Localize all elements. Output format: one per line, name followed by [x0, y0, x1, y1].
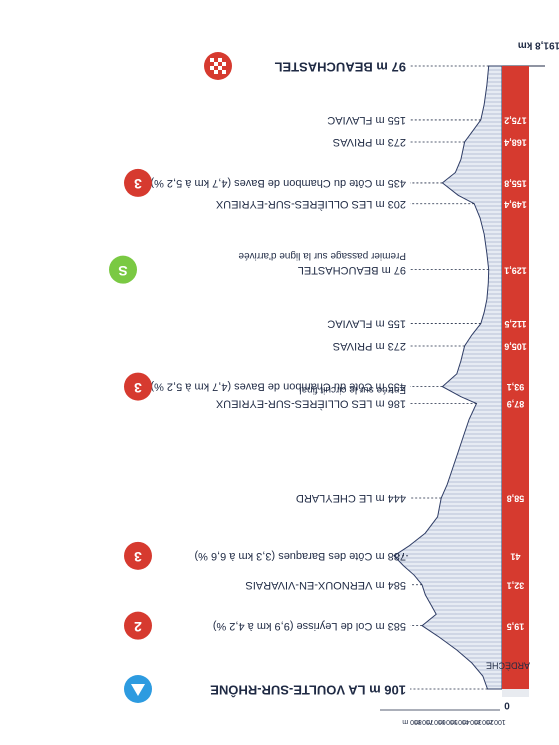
- waypoint-label: 155 m FLAVIAC: [327, 114, 406, 126]
- finish-flag-cell: [218, 58, 222, 62]
- altitude-tick-label: 300 m: [462, 718, 482, 725]
- km-marker: 149,4: [504, 199, 527, 209]
- altitude-tick-label: 700 m: [414, 718, 434, 725]
- waypoint-label: 788 m Côte des Baraques (3,3 km à 6,6 %): [194, 550, 406, 562]
- km-marker: 105,6: [504, 342, 527, 352]
- waypoint-label: 155 m FLAVIAC: [327, 318, 406, 330]
- climb-category-label: 3: [134, 176, 142, 192]
- finish-flag-cell: [214, 70, 218, 74]
- altitude-tick-label: 500 m: [438, 718, 458, 725]
- km-marker: 168,4: [504, 138, 527, 148]
- waypoint-label: 203 m LES OLLIÈRES-SUR-EYRIEUX: [215, 198, 406, 211]
- waypoint-note: Premier passage sur la ligne d'arrivée: [238, 250, 406, 261]
- km-marker: 32,1: [507, 580, 525, 590]
- climb-category-label: 3: [134, 380, 142, 396]
- finish-flag-cell: [210, 58, 214, 62]
- km-marker: 19,5: [507, 621, 525, 631]
- km-marker: 58,8: [507, 494, 525, 504]
- climb-category-icon: [124, 541, 152, 570]
- altitude-tick-label: 800 m: [402, 718, 422, 725]
- km-marker: 93,1: [507, 382, 525, 392]
- finish-flag-cell: [218, 66, 222, 70]
- sprint-badge-label: S: [118, 263, 127, 279]
- total-distance-label: 191,8 km: [518, 39, 559, 50]
- km-marker: 87,9: [507, 399, 525, 409]
- km-marker: 155,8: [504, 179, 527, 189]
- waypoint-label: 273 m PRIVAS: [333, 340, 406, 352]
- waypoint-note: Entrée sur le circuit final: [299, 384, 406, 395]
- climb-category-label: 2: [134, 619, 142, 635]
- waypoint-label: 435 m Côte du Chambon de Baves (4,7 km à…: [150, 381, 406, 393]
- altitude-tick-label: 100 m: [486, 718, 506, 725]
- km-marker: 112,5: [504, 319, 526, 329]
- start-triangle-icon: [131, 684, 145, 696]
- waypoint-label: 584 m VERNOUX-EN-VIVARAIS: [245, 579, 406, 591]
- climb-category-icon: [124, 168, 152, 197]
- road-strip: [502, 66, 529, 689]
- altitude-tick-label: 600 m: [426, 718, 446, 725]
- waypoint-label: 106 m LA VOULTE-SUR-RHÔNE: [210, 683, 406, 698]
- zero-label: 0: [504, 699, 510, 710]
- road-base: [502, 689, 529, 697]
- waypoint-label: 435 m Côte du Chambon de Baves (4,7 km à…: [150, 177, 406, 189]
- finish-flag-cell: [222, 62, 226, 66]
- waypoint-label: 186 m LES OLLIÈRES-SUR-EYRIEUX: [215, 398, 406, 411]
- sprint-icon: [109, 255, 137, 284]
- altitude-tick-label: 400 m: [450, 718, 470, 725]
- waypoint-label: 97 m BEAUCHASTEL: [274, 60, 406, 75]
- profile-area: [393, 65, 503, 690]
- km-marker: 175,2: [504, 116, 527, 126]
- finish-flag-cell: [222, 70, 226, 74]
- km-marker: 41: [510, 551, 520, 561]
- climb-category-label: 3: [134, 549, 142, 565]
- climb-category-icon: [124, 372, 152, 401]
- waypoint-label: 583 m Col de Leyrisse (9,9 km à 4,2 %): [213, 620, 406, 632]
- waypoint-label: 273 m PRIVAS: [333, 136, 406, 148]
- altitude-tick-label: 200 m: [474, 718, 494, 725]
- finish-flag-cell: [214, 62, 218, 66]
- region-label: ARDÈCHE: [486, 661, 530, 671]
- waypoint-label: 97 m BEAUCHASTEL: [298, 264, 406, 276]
- climb-category-icon: [124, 611, 152, 640]
- km-marker: 129,1: [504, 265, 527, 275]
- finish-flag-cell: [210, 66, 214, 70]
- waypoint-label: 444 m LE CHEYLARD: [296, 492, 406, 504]
